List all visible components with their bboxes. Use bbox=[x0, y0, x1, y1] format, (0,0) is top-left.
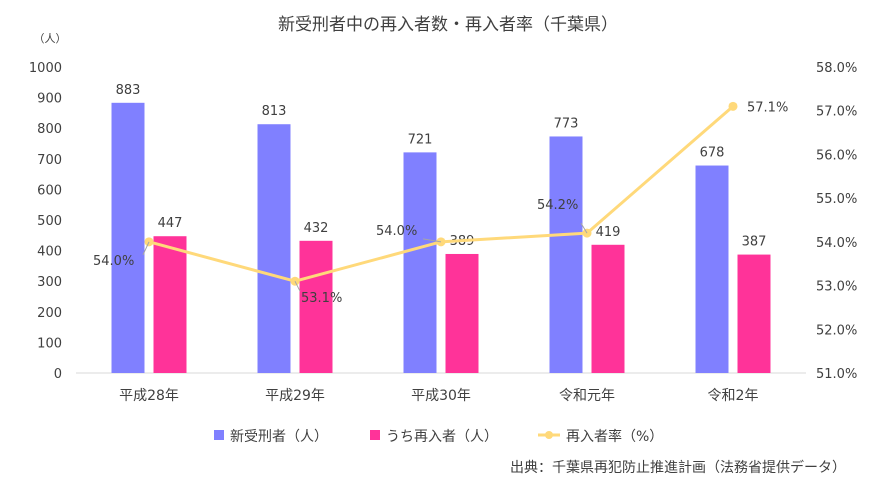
left-tick-label: 900 bbox=[37, 92, 62, 107]
right-tick-label: 52.0% bbox=[816, 323, 857, 338]
left-axis-unit: （人） bbox=[34, 32, 67, 45]
line-data-label: 54.2% bbox=[537, 198, 578, 213]
line-data-label: 54.0% bbox=[376, 224, 417, 239]
x-axis: 平成28年 平成29年 平成30年 令和元年 令和2年 bbox=[119, 388, 758, 404]
legend-label: うち再入者（人） bbox=[386, 429, 498, 445]
right-tick-label: 55.0% bbox=[816, 192, 857, 207]
right-axis: 51.0% 52.0% 53.0% 54.0% 55.0% 56.0% 57.0% 58.0% bbox=[816, 61, 857, 382]
line-data-label: 54.0% bbox=[93, 254, 134, 269]
line-series: 54.0% 53.1% 54.0% 54.2% 57.1% bbox=[93, 100, 788, 306]
label-leader-line bbox=[294, 280, 301, 292]
right-tick-label: 54.0% bbox=[816, 236, 857, 251]
left-tick-label: 100 bbox=[37, 336, 62, 351]
left-tick-label: 800 bbox=[37, 122, 62, 137]
bar bbox=[445, 253, 479, 373]
legend: 新受刑者（人） うち再入者（人） 再入者率（%） bbox=[214, 428, 663, 445]
bar bbox=[549, 136, 583, 373]
bar bbox=[737, 254, 771, 373]
x-tick-label: 平成29年 bbox=[265, 388, 325, 404]
bar bbox=[153, 236, 187, 373]
x-tick-label: 令和元年 bbox=[559, 388, 615, 404]
bar-data-label: 387 bbox=[742, 235, 767, 250]
bar-data-label: 678 bbox=[700, 146, 725, 161]
bar-data-label: 773 bbox=[554, 116, 579, 131]
x-tick-label: 平成30年 bbox=[411, 388, 471, 404]
source-note: 出典：千葉県再犯防止推進計画（法務省提供データ） bbox=[510, 459, 846, 476]
bar-data-label: 447 bbox=[158, 216, 183, 231]
right-tick-label: 58.0% bbox=[816, 61, 857, 76]
left-tick-label: 1000 bbox=[29, 61, 62, 76]
legend-label: 新受刑者（人） bbox=[230, 429, 328, 445]
x-tick-label: 令和2年 bbox=[708, 388, 759, 404]
bar bbox=[111, 102, 145, 373]
bar-data-label: 432 bbox=[304, 221, 329, 236]
left-tick-label: 500 bbox=[37, 214, 62, 229]
right-tick-label: 57.0% bbox=[816, 105, 857, 120]
bar-data-label: 721 bbox=[408, 132, 433, 147]
bar-data-label: 813 bbox=[262, 104, 287, 119]
bar bbox=[299, 240, 333, 373]
legend-label: 再入者率（%） bbox=[566, 428, 663, 445]
left-tick-label: 400 bbox=[37, 245, 62, 260]
chart-title: 新受刑者中の再入者数・再入者率（千葉県） bbox=[278, 15, 618, 35]
rate-line bbox=[148, 105, 734, 283]
legend-swatch bbox=[214, 430, 224, 440]
legend-swatch bbox=[370, 430, 380, 440]
right-tick-label: 56.0% bbox=[816, 148, 857, 163]
label-leader-line bbox=[580, 222, 588, 234]
legend-swatch-point bbox=[545, 431, 553, 439]
x-tick-label: 平成28年 bbox=[119, 388, 179, 404]
left-tick-label: 0 bbox=[54, 367, 62, 382]
line-data-label: 53.1% bbox=[301, 291, 342, 306]
left-tick-label: 200 bbox=[37, 306, 62, 321]
left-tick-label: 300 bbox=[37, 275, 62, 290]
left-tick-label: 600 bbox=[37, 183, 62, 198]
right-tick-label: 51.0% bbox=[816, 367, 857, 382]
bar-data-label: 883 bbox=[116, 83, 141, 98]
bar bbox=[403, 152, 437, 373]
label-leader-line bbox=[142, 241, 150, 256]
right-tick-label: 53.0% bbox=[816, 280, 857, 295]
bar-data-label: 419 bbox=[596, 225, 621, 240]
bar bbox=[591, 244, 625, 373]
label-leader-line bbox=[422, 238, 442, 243]
bar bbox=[257, 124, 291, 373]
line-data-label: 57.1% bbox=[747, 100, 788, 115]
left-axis: 0 100 200 300 400 500 600 700 800 900 1000 bbox=[29, 61, 62, 382]
line-point bbox=[728, 101, 738, 111]
left-tick-label: 700 bbox=[37, 153, 62, 168]
bar bbox=[695, 165, 729, 373]
